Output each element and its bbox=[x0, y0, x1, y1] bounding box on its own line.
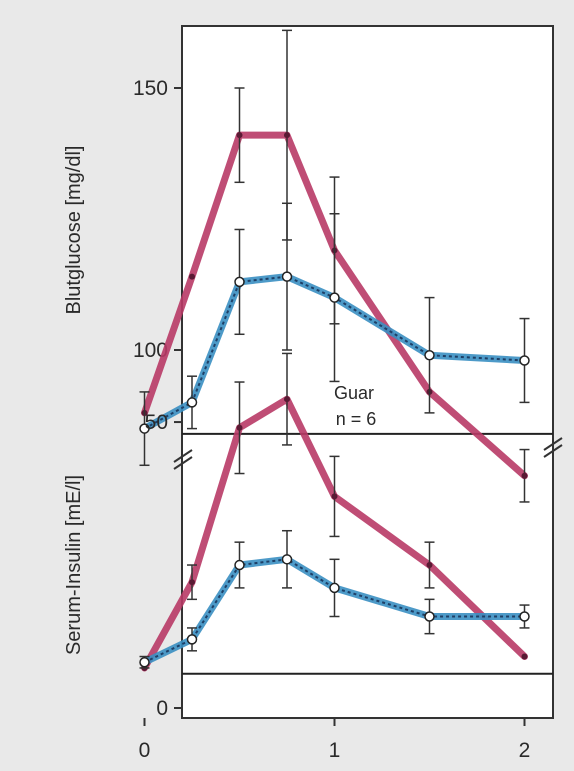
y-axis-label-insulin: Serum-Insulin [mE/l] bbox=[63, 475, 85, 655]
x-tick-label-2: 2 bbox=[519, 739, 531, 762]
y-tick-label-1-0: 0 bbox=[156, 697, 168, 720]
plot-frame bbox=[181, 25, 554, 719]
y-tick-label-0-150: 150 bbox=[133, 77, 168, 100]
x-tick-label-0: 0 bbox=[139, 739, 151, 762]
data-point-0-0-1 bbox=[189, 273, 195, 280]
data-point-1-1-6 bbox=[519, 611, 530, 622]
data-point-1-0-6 bbox=[521, 653, 528, 660]
x-tick-label-1: 1 bbox=[329, 739, 341, 762]
data-point-1-0-5 bbox=[426, 562, 433, 569]
data-point-0-1-5 bbox=[424, 349, 435, 361]
data-point-1-1-1 bbox=[186, 634, 198, 645]
data-point-1-1-5 bbox=[424, 611, 435, 622]
data-point-1-1-0 bbox=[139, 657, 150, 668]
data-point-1-0-4 bbox=[331, 493, 338, 500]
data-point-1-1-4 bbox=[329, 582, 340, 594]
data-point-1-1-2 bbox=[234, 559, 245, 571]
right-axis-break bbox=[543, 437, 563, 458]
annotation-guar: Guar bbox=[334, 383, 374, 403]
data-point-1-0-2 bbox=[236, 424, 243, 431]
axis-break-marks bbox=[173, 437, 563, 470]
data-point-0-1-3 bbox=[281, 271, 293, 282]
data-point-0-1-6 bbox=[519, 355, 530, 366]
data-point-1-0-1 bbox=[189, 579, 195, 586]
data-point-0-1-4 bbox=[329, 292, 340, 303]
data-point-0-1-0 bbox=[139, 423, 150, 434]
annotation-n: n = 6 bbox=[336, 409, 377, 429]
data-point-0-1-2 bbox=[234, 276, 245, 288]
data-point-0-0-3 bbox=[284, 132, 290, 139]
data-point-1-0-3 bbox=[284, 396, 290, 403]
data-point-0-1-1 bbox=[186, 397, 198, 408]
y-tick-label-1-50: 50 bbox=[145, 411, 168, 434]
data-point-0-0-2 bbox=[236, 132, 243, 139]
y-tick-label-0-100: 100 bbox=[133, 339, 168, 362]
data-point-1-1-3 bbox=[281, 554, 293, 565]
left-axis-break bbox=[173, 449, 193, 470]
y-axis-label-glucose: Blutglucose [mg/dl] bbox=[63, 146, 85, 315]
data-point-0-0-6 bbox=[521, 472, 528, 479]
chart-marks: 100 150 0 50 0 1 2 bbox=[133, 29, 553, 762]
